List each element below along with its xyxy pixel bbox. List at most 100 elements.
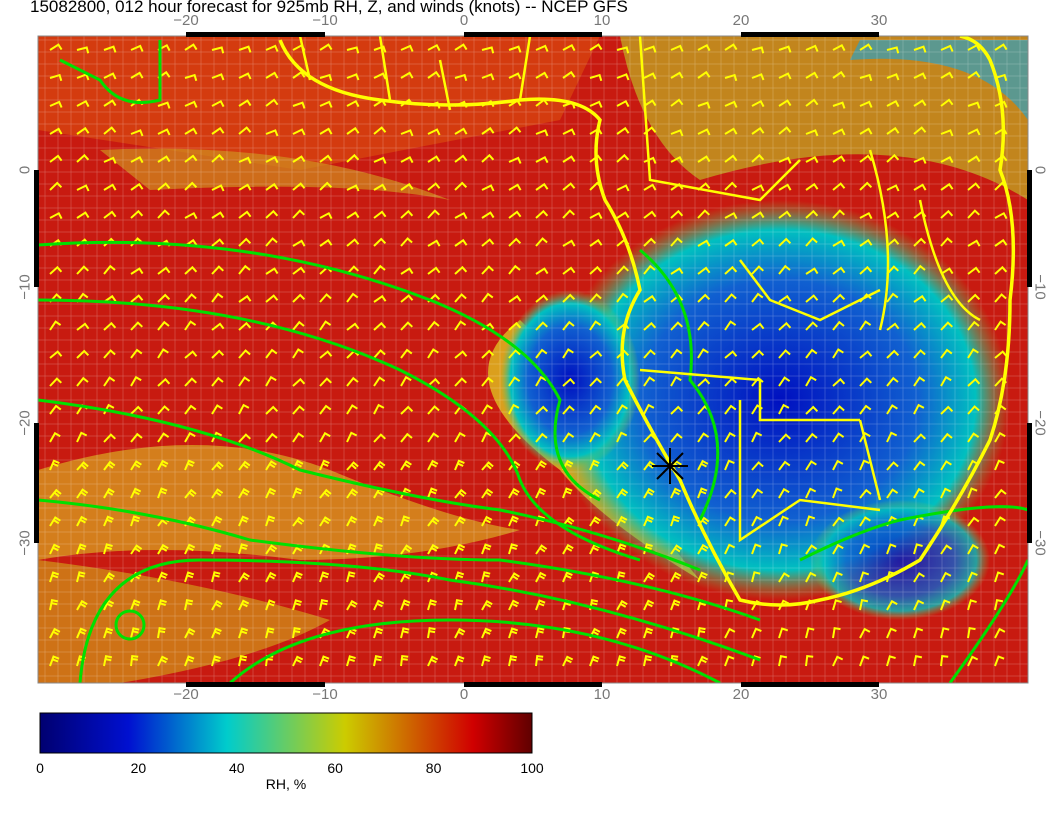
wind-barb [859, 350, 873, 359]
wind-barb [481, 599, 493, 611]
wind-barb [643, 45, 657, 53]
wind-barb [805, 321, 818, 331]
wind-barb [157, 543, 169, 555]
wind-barb [697, 43, 711, 52]
border-bar [186, 32, 325, 37]
wind-barb [616, 543, 627, 555]
wind-barb [805, 348, 818, 359]
wind-barb [238, 183, 252, 191]
wind-barb [211, 515, 223, 527]
wind-barb [481, 238, 495, 247]
wind-barb [265, 432, 278, 443]
wind-barb [832, 266, 846, 275]
wind-barb [427, 377, 441, 387]
wind-barb [778, 237, 792, 247]
wind-barb [103, 72, 117, 80]
wind-barb [535, 375, 547, 387]
wind-barb [994, 100, 1008, 108]
wind-barb [778, 376, 791, 387]
wind-barb [886, 73, 900, 81]
wind-barb [400, 44, 414, 52]
wind-barb [886, 404, 898, 415]
wind-barb [211, 292, 224, 303]
wind-barb [400, 155, 414, 164]
wind-barb [103, 376, 116, 387]
wind-barb [508, 599, 520, 611]
wind-barb [508, 572, 520, 583]
wind-barb [76, 322, 90, 331]
wind-barb [697, 155, 711, 163]
wind-barb [103, 349, 116, 359]
wind-barb [103, 264, 116, 275]
wind-barb [535, 544, 548, 555]
wind-barb [292, 266, 306, 275]
wind-barb [994, 431, 1006, 443]
wind-barb [670, 599, 681, 611]
wind-barb [670, 515, 681, 527]
wind-barb [265, 375, 277, 387]
wind-barb [562, 155, 576, 163]
wind-barb [670, 98, 684, 107]
wind-barb [616, 655, 626, 667]
wind-barb [697, 239, 711, 247]
contour-line [114, 609, 146, 641]
wind-barb [184, 154, 198, 163]
wind-barb [562, 348, 574, 359]
wind-barb [913, 460, 926, 471]
wind-barb [697, 459, 709, 471]
wind-barb [49, 543, 61, 555]
contour-line [228, 618, 721, 683]
wind-barb [859, 43, 873, 51]
wind-barb [562, 209, 575, 219]
wind-barb [238, 294, 252, 303]
wind-barb [940, 182, 954, 191]
wind-barb [454, 599, 464, 611]
wind-barb [49, 265, 63, 275]
wind-barb [697, 377, 711, 387]
wind-barb [859, 127, 873, 135]
contour-line [78, 558, 761, 683]
border-bar [464, 682, 602, 687]
wind-barb [913, 264, 926, 275]
wind-barb [508, 543, 518, 555]
wind-barb [616, 515, 628, 527]
wind-barb [589, 516, 601, 527]
wind-barb [49, 488, 62, 499]
wind-barb [211, 543, 222, 555]
wind-barb [481, 376, 494, 387]
wind-barb [940, 321, 953, 331]
wind-barb [103, 210, 117, 219]
wind-barb [616, 431, 628, 443]
wind-barb [130, 44, 144, 52]
wind-barb [481, 571, 491, 583]
wind-barb [643, 572, 655, 583]
contour-line [948, 559, 1028, 683]
wind-barb [778, 183, 792, 191]
wind-barb [346, 99, 360, 108]
wind-barb [643, 655, 653, 667]
wind-barb [265, 98, 279, 107]
wind-barb [76, 46, 90, 54]
wind-barb [940, 209, 954, 219]
wind-barb [130, 487, 142, 499]
wind-barb [157, 405, 170, 415]
wind-barb [562, 320, 575, 331]
wind-barb [76, 349, 90, 359]
wind-barb [616, 599, 628, 611]
wind-barb [427, 128, 441, 136]
wind-barb [454, 627, 466, 639]
wind-barb [697, 655, 709, 667]
wind-barb [481, 655, 491, 667]
wind-barb [481, 211, 495, 219]
wind-barb [805, 98, 819, 107]
wind-barb [913, 72, 927, 80]
wind-barb [238, 515, 249, 527]
wind-barb [967, 101, 981, 109]
wind-barb [832, 487, 843, 499]
wind-barb [508, 487, 520, 499]
wind-barb [832, 182, 846, 191]
wind-barb [589, 293, 602, 303]
wind-barb [805, 182, 819, 191]
wind-barb [967, 348, 979, 359]
wind-barb [724, 543, 736, 555]
